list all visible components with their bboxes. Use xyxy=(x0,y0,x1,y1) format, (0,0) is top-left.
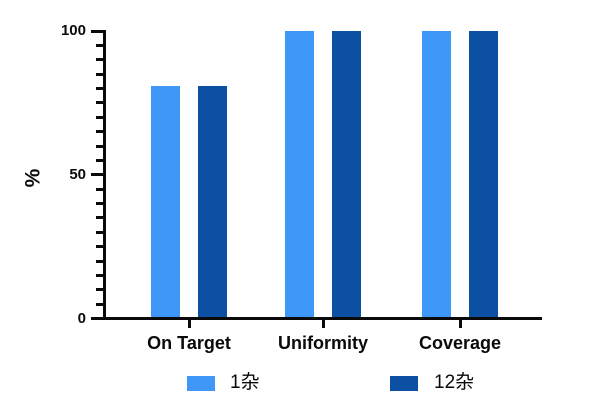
y-minor-tick xyxy=(96,158,103,162)
y-minor-tick xyxy=(96,230,103,234)
bar-coverage-series2 xyxy=(469,31,498,317)
y-minor-tick xyxy=(96,216,103,220)
y-minor-tick xyxy=(96,87,103,90)
y-tick-label: 50 xyxy=(69,165,86,183)
x-category-tick xyxy=(458,320,462,328)
y-minor-tick xyxy=(96,245,103,249)
y-minor-tick xyxy=(96,202,103,205)
y-tick-label: 100 xyxy=(60,22,86,39)
x-category-tick xyxy=(187,320,191,328)
bar-coverage-series1 xyxy=(422,31,451,317)
bar-on-target-series1 xyxy=(151,85,180,317)
legend-label-series2: 12杂 xyxy=(434,372,475,393)
x-category-label: Uniformity xyxy=(278,333,368,353)
y-minor-tick xyxy=(96,187,103,191)
x-category-label: On Target xyxy=(147,333,231,353)
y-minor-tick xyxy=(96,115,103,119)
y-minor-tick xyxy=(96,130,103,134)
bar-uniformity-series1 xyxy=(285,31,314,317)
y-major-tick xyxy=(91,173,103,177)
y-major-tick xyxy=(91,317,103,320)
bar-uniformity-series2 xyxy=(332,31,361,317)
y-axis-title: % xyxy=(21,168,45,188)
y-minor-tick xyxy=(96,259,103,263)
y-minor-tick xyxy=(96,43,103,47)
y-axis-line xyxy=(103,30,106,320)
legend-label-series1: 1杂 xyxy=(230,372,260,393)
y-minor-tick xyxy=(96,144,103,148)
x-axis-line xyxy=(103,317,542,320)
x-category-label: Coverage xyxy=(418,333,502,353)
legend-swatch-series2 xyxy=(390,376,418,391)
legend-swatch-series1 xyxy=(187,376,215,391)
y-minor-tick xyxy=(96,273,103,277)
y-minor-tick xyxy=(96,302,103,306)
y-minor-tick xyxy=(96,72,103,76)
x-category-tick xyxy=(321,320,325,328)
y-minor-tick xyxy=(96,58,103,62)
y-tick-label: 0 xyxy=(77,309,86,327)
y-minor-tick xyxy=(96,101,103,105)
y-major-tick xyxy=(91,29,103,33)
bar-on-target-series2 xyxy=(198,85,227,317)
y-minor-tick xyxy=(96,288,103,292)
